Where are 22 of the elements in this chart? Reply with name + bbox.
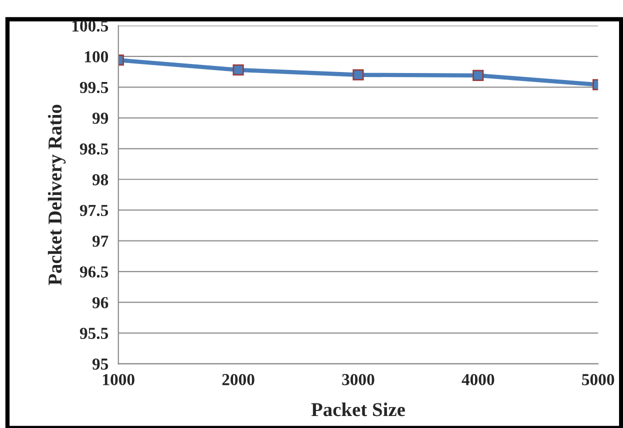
y-axis-title: Packet Delivery Ratio [48, 104, 66, 286]
y-tick-label: 96 [92, 297, 108, 308]
point [352, 69, 364, 80]
y-tick-label: 100.5 [72, 20, 108, 32]
x-tick-label: 5000 [582, 374, 614, 386]
point [472, 70, 484, 82]
y-tick-label: 99.5 [80, 82, 108, 94]
y-tick-label: 99 [92, 112, 108, 124]
y-tick-label: 95 [92, 358, 108, 370]
x-tick-label: 3000 [342, 374, 374, 386]
point [232, 64, 244, 76]
x-tick-label: 2000 [222, 374, 254, 386]
y-tick-label: 98 [92, 174, 108, 186]
y-tick-label: 97.5 [80, 204, 108, 216]
x-tick-label: 1000 [103, 374, 134, 386]
x-axis-title: Packet Size [311, 402, 405, 416]
x-tick-label: 4000 [462, 374, 494, 386]
y-tick-label: 95.5 [80, 328, 108, 340]
y-tick-label: 96.5 [80, 266, 108, 278]
y-tick-label: 100 [84, 51, 108, 62]
y-tick-label: 98.5 [80, 143, 108, 155]
y-tick-label: 97 [92, 236, 108, 247]
